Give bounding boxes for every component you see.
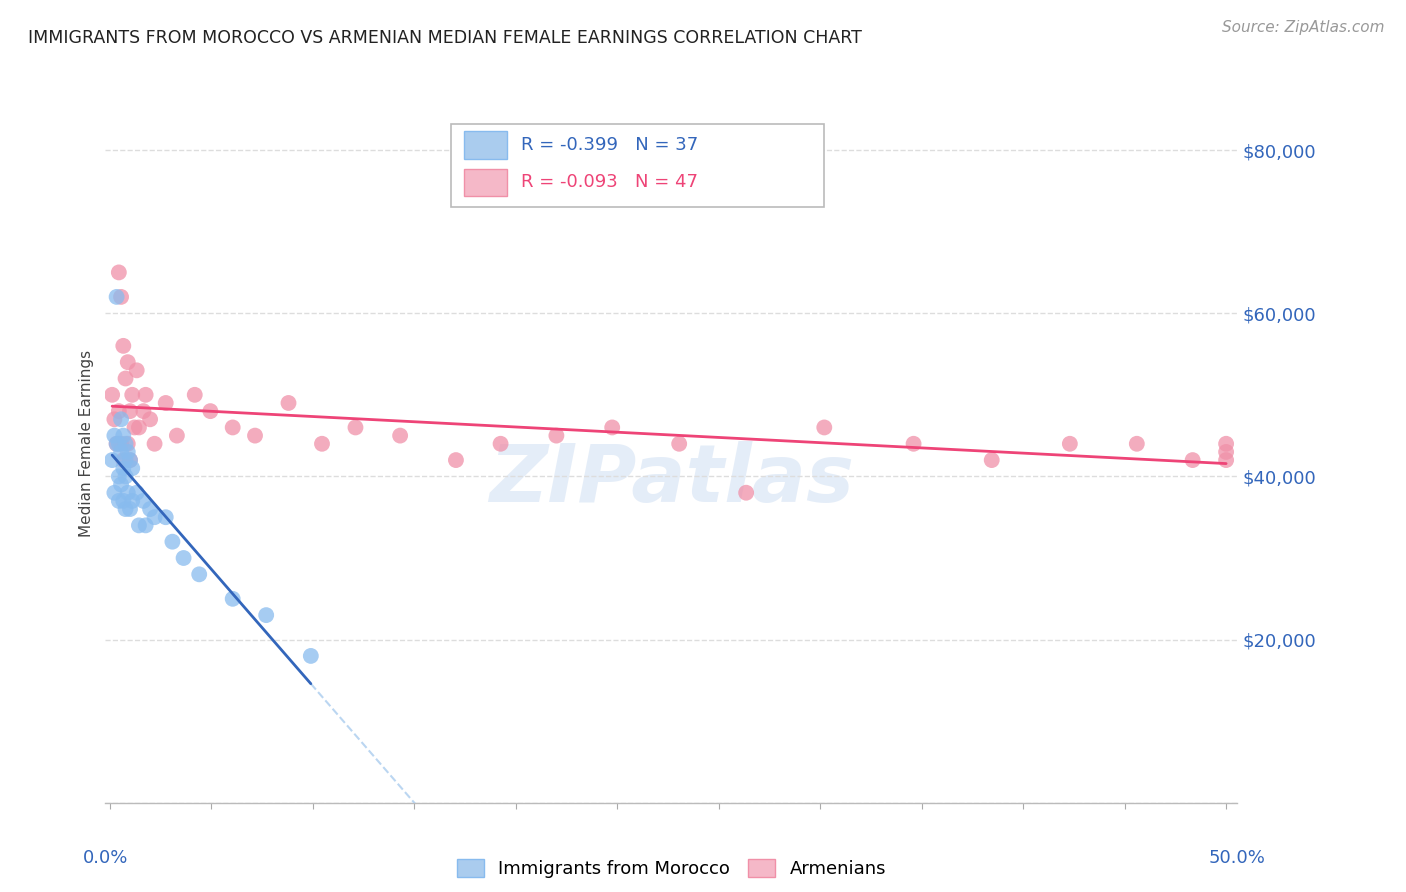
Point: [125, 485, 148, 500]
Text: ZIPatlas: ZIPatlas: [489, 441, 853, 518]
Point: [243, 428, 266, 442]
Point: [903, 436, 925, 450]
Point: [132, 404, 155, 418]
Point: [121, 388, 143, 402]
Point: [108, 404, 131, 418]
Point: [1059, 436, 1081, 450]
Text: Source: ZipAtlas.com: Source: ZipAtlas.com: [1222, 20, 1385, 35]
Point: [112, 494, 135, 508]
Point: [139, 502, 162, 516]
Point: [162, 534, 184, 549]
Text: IMMIGRANTS FROM MOROCCO VS ARMENIAN MEDIAN FEMALE EARNINGS CORRELATION CHART: IMMIGRANTS FROM MOROCCO VS ARMENIAN MEDI…: [28, 29, 862, 46]
Point: [600, 420, 623, 434]
Point: [121, 494, 143, 508]
Point: [110, 290, 132, 304]
Point: [277, 396, 299, 410]
Point: [110, 477, 132, 491]
Text: R = -0.093   N = 47: R = -0.093 N = 47: [520, 173, 697, 192]
Point: [112, 453, 135, 467]
Point: [155, 396, 177, 410]
Point: [311, 436, 333, 450]
Point: [344, 420, 367, 434]
Point: [118, 453, 141, 467]
Point: [121, 461, 143, 475]
Point: [254, 608, 277, 623]
Point: [110, 436, 132, 450]
Point: [114, 453, 136, 467]
Point: [114, 436, 136, 450]
Point: [132, 494, 155, 508]
Point: [117, 485, 139, 500]
Point: [105, 436, 128, 450]
Point: [117, 355, 139, 369]
Text: 0.0%: 0.0%: [83, 849, 128, 867]
Point: [103, 485, 125, 500]
Point: [188, 567, 211, 582]
Point: [117, 445, 139, 459]
Legend: Immigrants from Morocco, Armenians: Immigrants from Morocco, Armenians: [450, 852, 893, 886]
Point: [389, 428, 412, 442]
Point: [101, 388, 124, 402]
Point: [110, 412, 132, 426]
Point: [105, 290, 128, 304]
Point: [112, 428, 135, 442]
Point: [143, 510, 166, 524]
Bar: [464, 131, 508, 159]
Point: [135, 518, 157, 533]
Point: [128, 420, 150, 434]
FancyBboxPatch shape: [451, 124, 824, 207]
Point: [155, 510, 177, 524]
Point: [139, 412, 162, 426]
Point: [124, 420, 146, 434]
Point: [1215, 445, 1237, 459]
Point: [101, 453, 124, 467]
Point: [114, 502, 136, 516]
Point: [117, 436, 139, 450]
Point: [1126, 436, 1149, 450]
Point: [222, 420, 245, 434]
Point: [114, 469, 136, 483]
Point: [166, 428, 188, 442]
Point: [128, 518, 150, 533]
Y-axis label: Median Female Earnings: Median Female Earnings: [79, 351, 94, 537]
Point: [108, 265, 131, 279]
Point: [108, 469, 131, 483]
Point: [110, 445, 132, 459]
Point: [546, 428, 568, 442]
Point: [444, 453, 467, 467]
Point: [108, 494, 131, 508]
Point: [489, 436, 512, 450]
Point: [105, 436, 128, 450]
Point: [114, 371, 136, 385]
Point: [980, 453, 1002, 467]
Point: [668, 436, 690, 450]
Point: [735, 485, 758, 500]
Point: [103, 412, 125, 426]
Text: 50.0%: 50.0%: [1209, 849, 1265, 867]
Point: [112, 461, 135, 475]
Point: [222, 591, 245, 606]
Point: [118, 453, 141, 467]
Point: [135, 388, 157, 402]
Point: [112, 339, 135, 353]
Point: [1215, 453, 1237, 467]
Point: [143, 436, 166, 450]
Point: [200, 404, 222, 418]
Point: [173, 551, 195, 566]
Text: R = -0.399   N = 37: R = -0.399 N = 37: [520, 136, 699, 154]
Point: [118, 502, 141, 516]
Point: [1215, 436, 1237, 450]
Point: [299, 648, 322, 663]
Point: [1181, 453, 1204, 467]
Point: [184, 388, 207, 402]
Point: [813, 420, 835, 434]
Point: [103, 428, 125, 442]
Point: [118, 404, 141, 418]
Point: [108, 436, 131, 450]
Point: [125, 363, 148, 377]
Bar: [464, 169, 508, 196]
